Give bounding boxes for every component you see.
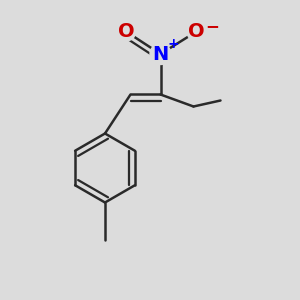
Circle shape: [150, 44, 171, 64]
Text: −: −: [205, 17, 219, 35]
Text: N: N: [152, 44, 169, 64]
Text: O: O: [188, 22, 205, 41]
Text: O: O: [118, 22, 134, 41]
Circle shape: [116, 22, 136, 41]
Circle shape: [187, 22, 206, 41]
Text: +: +: [167, 37, 179, 50]
